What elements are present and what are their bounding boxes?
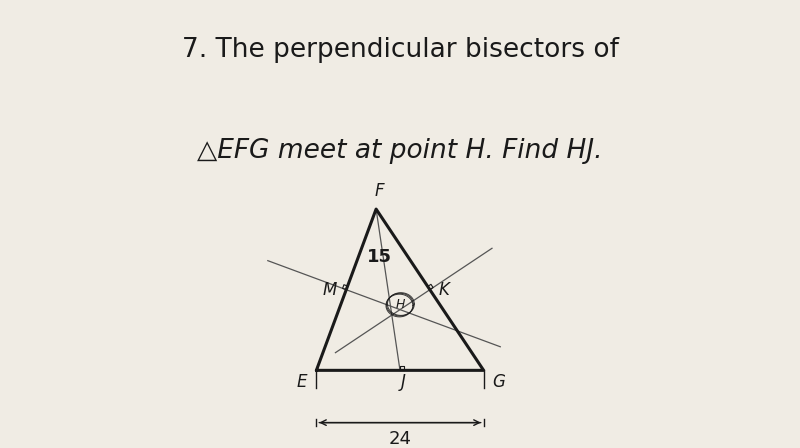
Text: H: H: [395, 298, 405, 311]
Text: K: K: [439, 281, 450, 299]
Text: 15: 15: [366, 248, 391, 266]
Text: G: G: [493, 373, 506, 392]
Text: 24: 24: [389, 430, 411, 448]
Text: △EFG meet at point H. Find HJ.: △EFG meet at point H. Find HJ.: [198, 138, 602, 164]
Text: 7. The perpendicular bisectors of: 7. The perpendicular bisectors of: [182, 37, 618, 64]
Text: M: M: [323, 281, 338, 299]
Text: J: J: [401, 373, 406, 392]
Text: F: F: [374, 182, 384, 200]
Text: E: E: [297, 373, 307, 392]
